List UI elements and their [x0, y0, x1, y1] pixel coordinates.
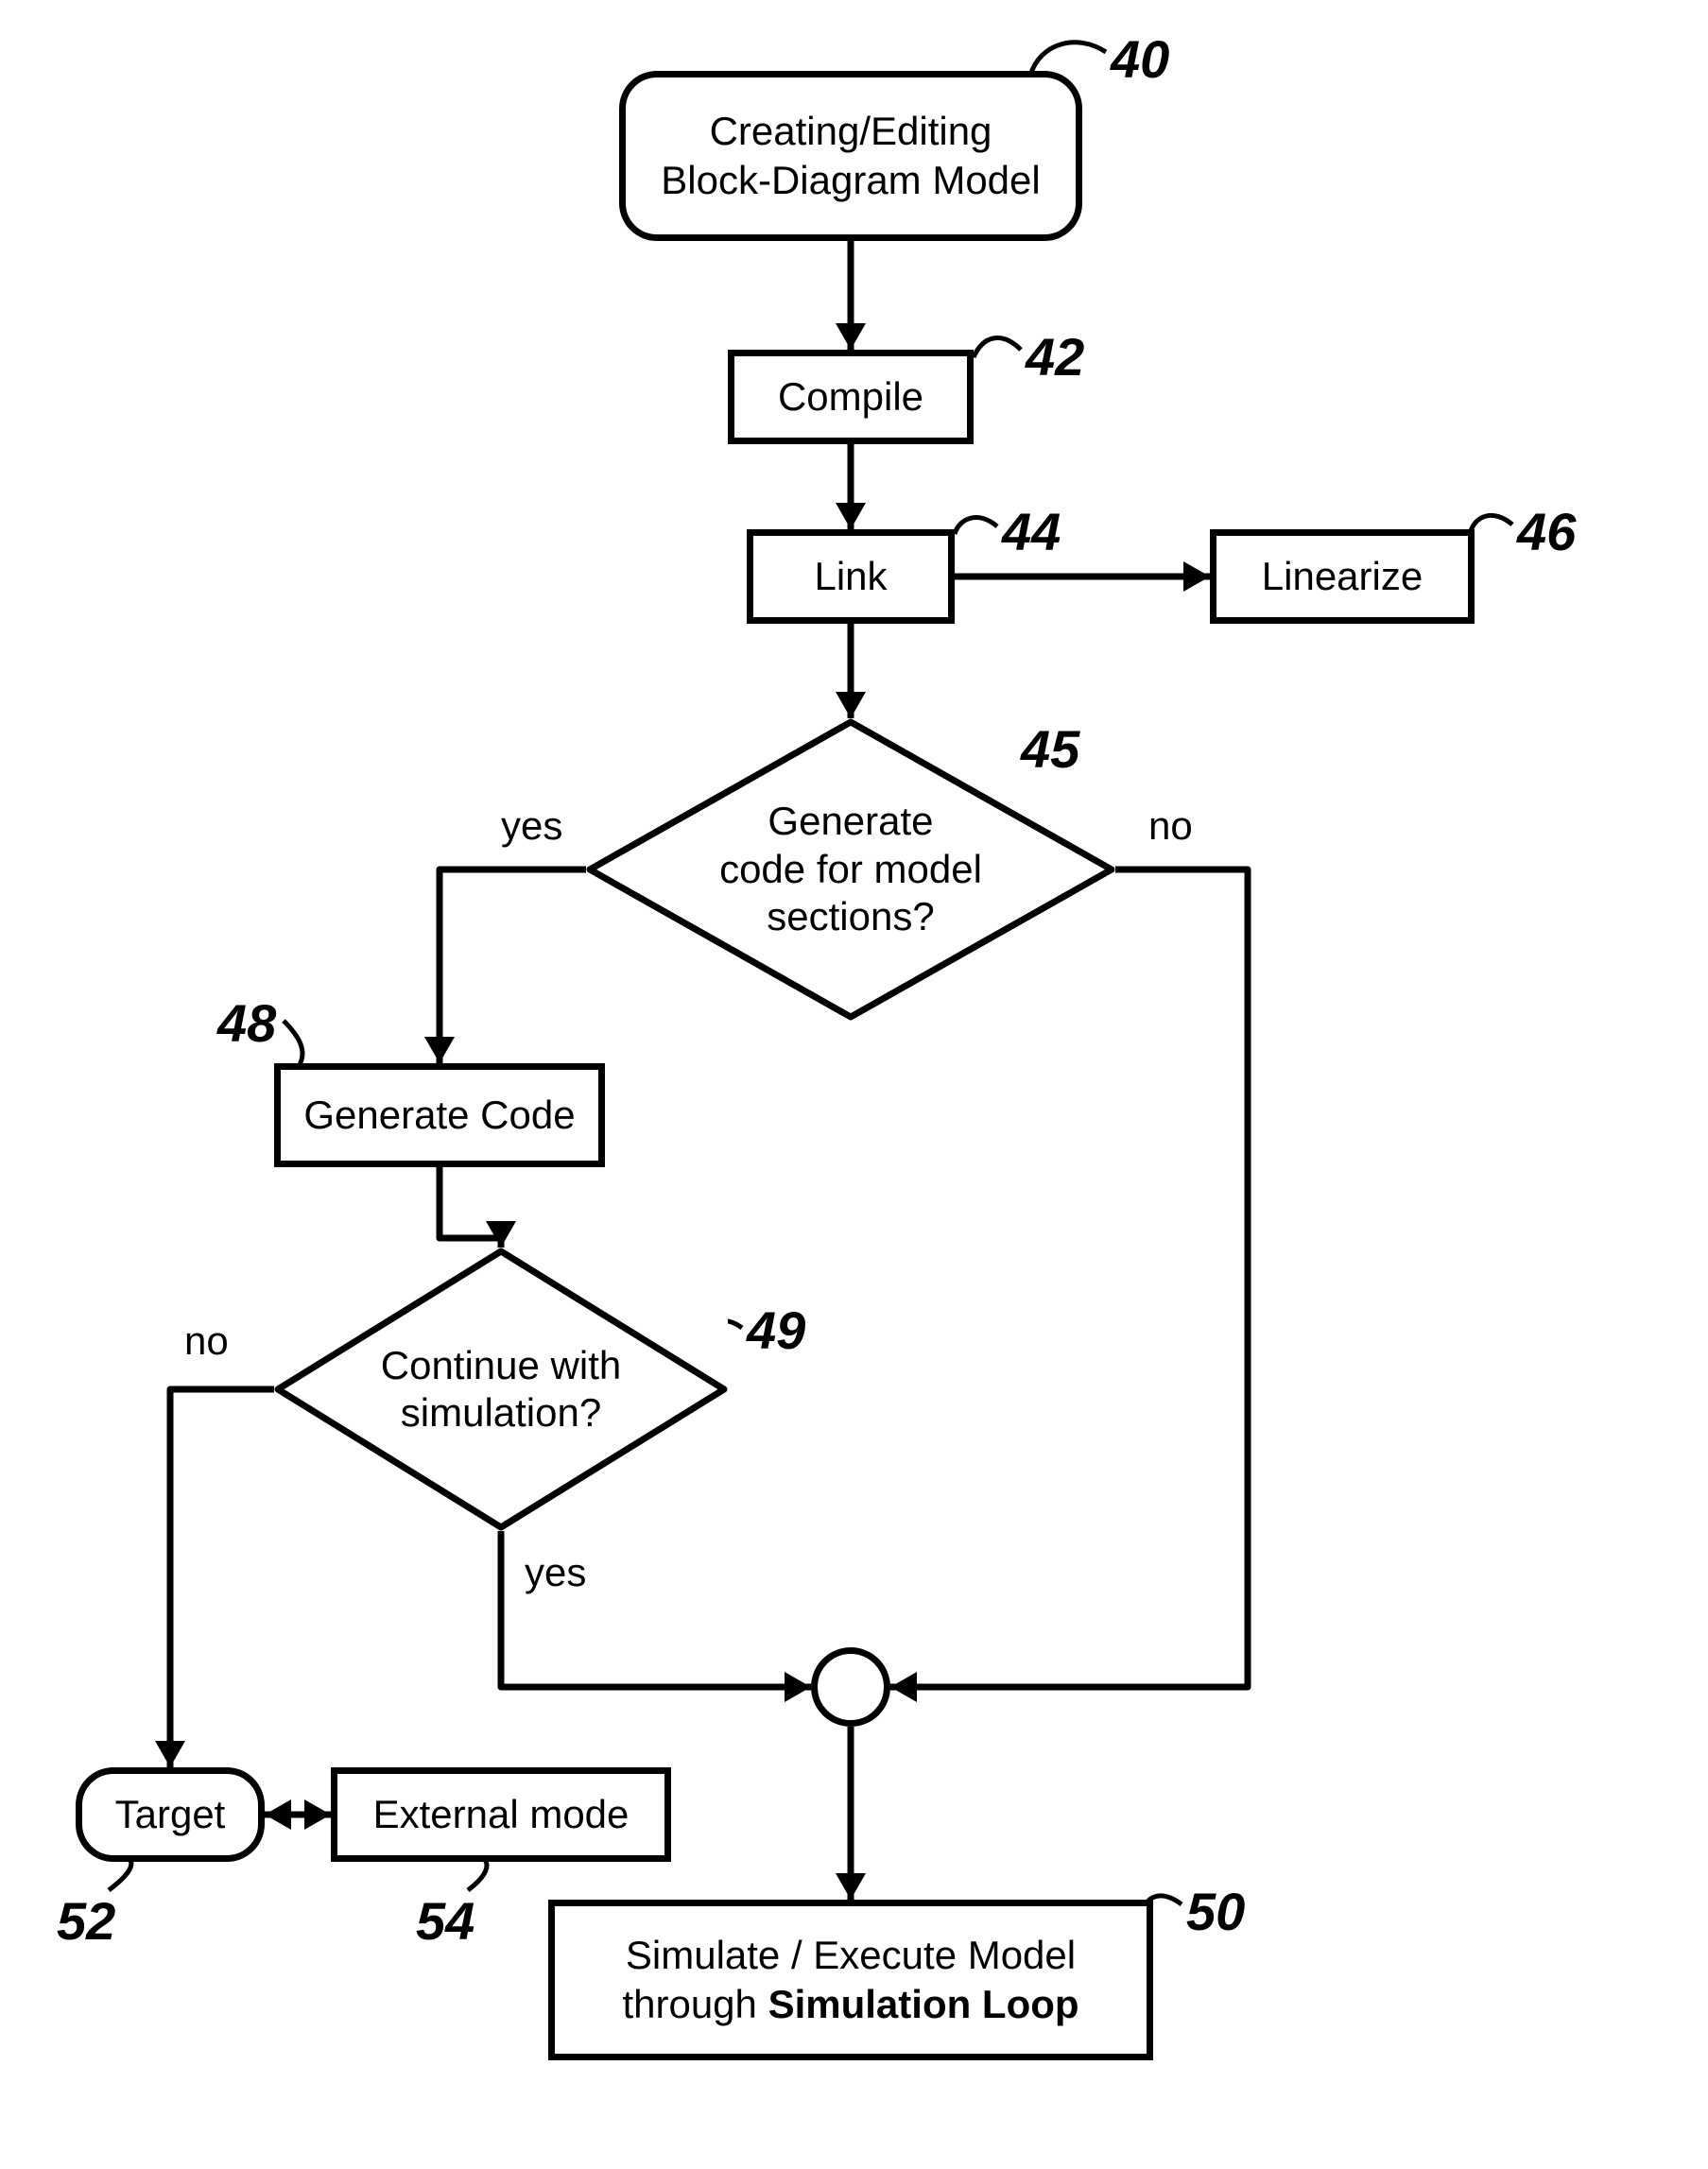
ref-label-54: 54 — [416, 1890, 474, 1952]
ref-label-45: 45 — [1021, 718, 1079, 780]
node-label: Creating/EditingBlock-Diagram Model — [661, 107, 1040, 206]
node-compile: Compile — [728, 350, 974, 444]
node-label: Linearize — [1262, 552, 1423, 602]
ref-label-48: 48 — [217, 992, 276, 1054]
decision-continue-simulation: Continue withsimulation? — [274, 1248, 728, 1531]
node-label: Target — [115, 1790, 226, 1840]
flowchart-canvas: Creating/EditingBlock-Diagram Model Comp… — [0, 0, 1708, 2169]
node-label: Link — [814, 552, 887, 602]
node-external-mode: External mode — [331, 1767, 671, 1862]
node-linearize: Linearize — [1210, 529, 1475, 624]
ref-label-40: 40 — [1111, 28, 1169, 90]
ref-label-44: 44 — [1002, 501, 1061, 562]
node-create-edit-model: Creating/EditingBlock-Diagram Model — [619, 71, 1082, 241]
node-label: Generatecode for modelsections? — [719, 798, 982, 940]
node-target: Target — [76, 1767, 265, 1862]
node-generate-code: Generate Code — [274, 1063, 605, 1167]
edge-label-no-45: no — [1148, 803, 1193, 849]
ref-label-50: 50 — [1186, 1881, 1245, 1942]
node-label: Simulate / Execute Modelthrough Simulati… — [622, 1931, 1078, 2030]
node-label: Continue withsimulation? — [381, 1342, 621, 1437]
edge-label-yes-45: yes — [501, 803, 562, 849]
edge-label-no-49: no — [184, 1318, 229, 1364]
node-simulate-execute: Simulate / Execute Modelthrough Simulati… — [548, 1900, 1153, 2060]
node-link: Link — [747, 529, 955, 624]
ref-label-49: 49 — [747, 1300, 805, 1361]
ref-label-46: 46 — [1517, 501, 1576, 562]
edge-label-yes-49: yes — [525, 1550, 586, 1595]
node-label: External mode — [373, 1790, 630, 1840]
ref-label-52: 52 — [57, 1890, 115, 1952]
merge-node — [811, 1647, 890, 1727]
ref-label-42: 42 — [1026, 326, 1084, 387]
node-label: Compile — [778, 372, 923, 422]
node-label: Generate Code — [303, 1091, 575, 1141]
